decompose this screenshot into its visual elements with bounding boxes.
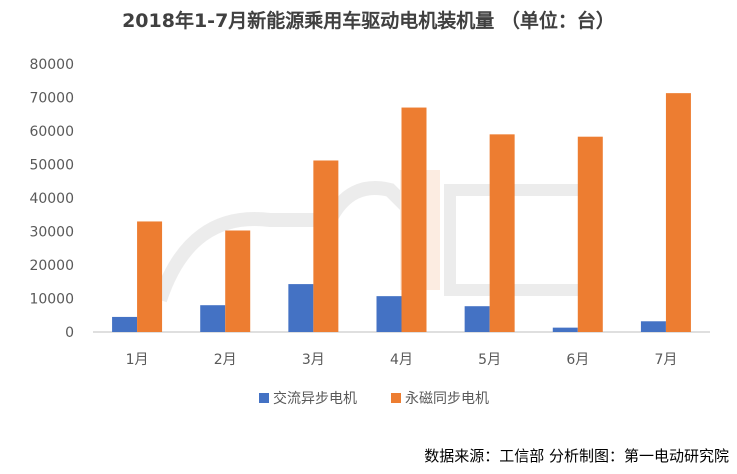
x-tick-label: 7月 bbox=[654, 352, 677, 368]
y-tick-label: 0 bbox=[65, 325, 74, 341]
y-tick-label: 30000 bbox=[29, 225, 74, 241]
legend-label: 永磁同步电机 bbox=[405, 391, 489, 407]
bar-pm bbox=[401, 107, 427, 332]
y-tick-label: 70000 bbox=[29, 91, 74, 107]
legend-label: 交流异步电机 bbox=[273, 390, 357, 407]
bar-ac bbox=[288, 284, 314, 332]
bar-ac bbox=[200, 305, 226, 332]
x-tick-label: 5月 bbox=[478, 352, 501, 368]
x-tick-label: 1月 bbox=[126, 352, 149, 368]
x-tick-label: 2月 bbox=[214, 352, 237, 368]
y-tick-label: 20000 bbox=[29, 258, 74, 274]
bar-ac bbox=[464, 306, 490, 332]
y-tick-label: 60000 bbox=[29, 124, 74, 140]
legend-swatch bbox=[391, 393, 401, 403]
bar-pm bbox=[225, 230, 251, 332]
y-tick-label: 10000 bbox=[29, 292, 74, 308]
y-tick-label: 80000 bbox=[29, 57, 74, 73]
legend-swatch bbox=[259, 393, 269, 403]
x-tick-label: 4月 bbox=[390, 352, 413, 368]
x-tick-label: 6月 bbox=[566, 352, 589, 368]
bar-pm bbox=[137, 221, 163, 332]
y-tick-label: 50000 bbox=[29, 158, 74, 174]
chart-title: 2018年1-7月新能源乘用车驱动电机装机量 （单位：台） bbox=[122, 10, 615, 32]
y-tick-label: 40000 bbox=[29, 191, 74, 207]
bar-pm bbox=[489, 134, 515, 332]
bar-ac bbox=[552, 327, 578, 332]
bar-pm bbox=[577, 136, 603, 332]
bar-pm bbox=[665, 93, 691, 333]
bar-ac bbox=[112, 316, 138, 332]
source-note: 数据来源：工信部 分析制图：第一电动研究院 bbox=[424, 447, 729, 465]
x-tick-label: 3月 bbox=[302, 352, 325, 368]
bar-ac bbox=[640, 321, 666, 332]
bar-pm bbox=[313, 160, 339, 332]
bar-ac bbox=[376, 296, 402, 332]
